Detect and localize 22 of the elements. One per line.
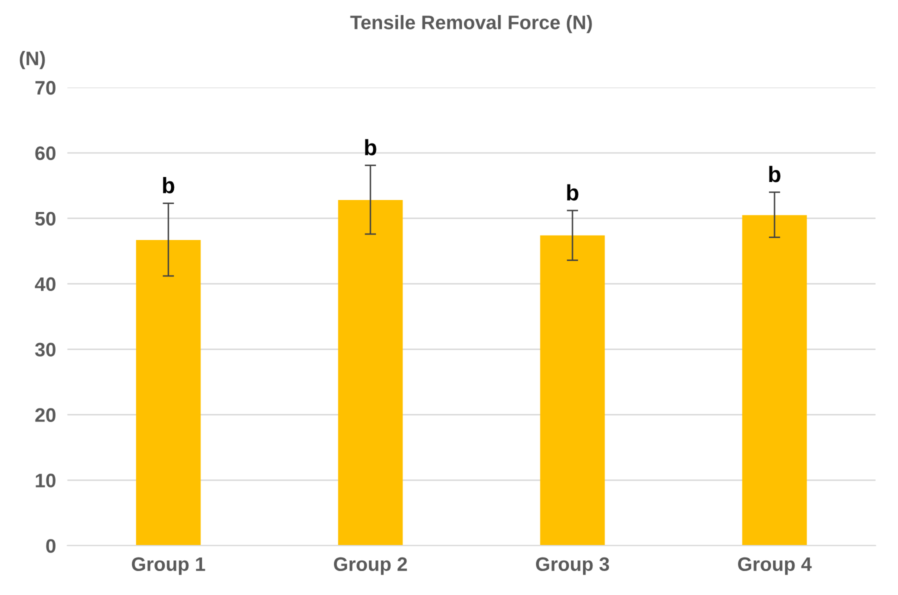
annotation: b [769, 166, 780, 182]
bar [338, 200, 403, 546]
y-tick-label: 60 [35, 146, 56, 160]
annotation: b [365, 139, 376, 156]
y-tick-label: 40 [34, 277, 56, 292]
x-tick-label: Group 3 [536, 557, 610, 575]
y-axis-title: (N) [20, 51, 45, 70]
y-tick-label: 50 [35, 212, 56, 226]
x-tick-label: Group 2 [334, 557, 407, 575]
annotation: b [163, 177, 174, 194]
bar [540, 235, 605, 546]
annotation: b [567, 184, 578, 201]
y-tick-label: 20 [35, 408, 56, 422]
y-tick-label: 70 [35, 80, 56, 95]
x-tick-label: Group 1 [132, 557, 206, 575]
chart-title: Tensile Removal Force (N) [350, 15, 592, 34]
y-tick-label: 10 [36, 474, 56, 488]
bar [136, 240, 201, 546]
x-tick-label: Group 4 [738, 557, 812, 575]
y-tick-label: 30 [35, 342, 56, 357]
bar [742, 215, 807, 546]
y-tick-label: 0 [46, 539, 56, 553]
